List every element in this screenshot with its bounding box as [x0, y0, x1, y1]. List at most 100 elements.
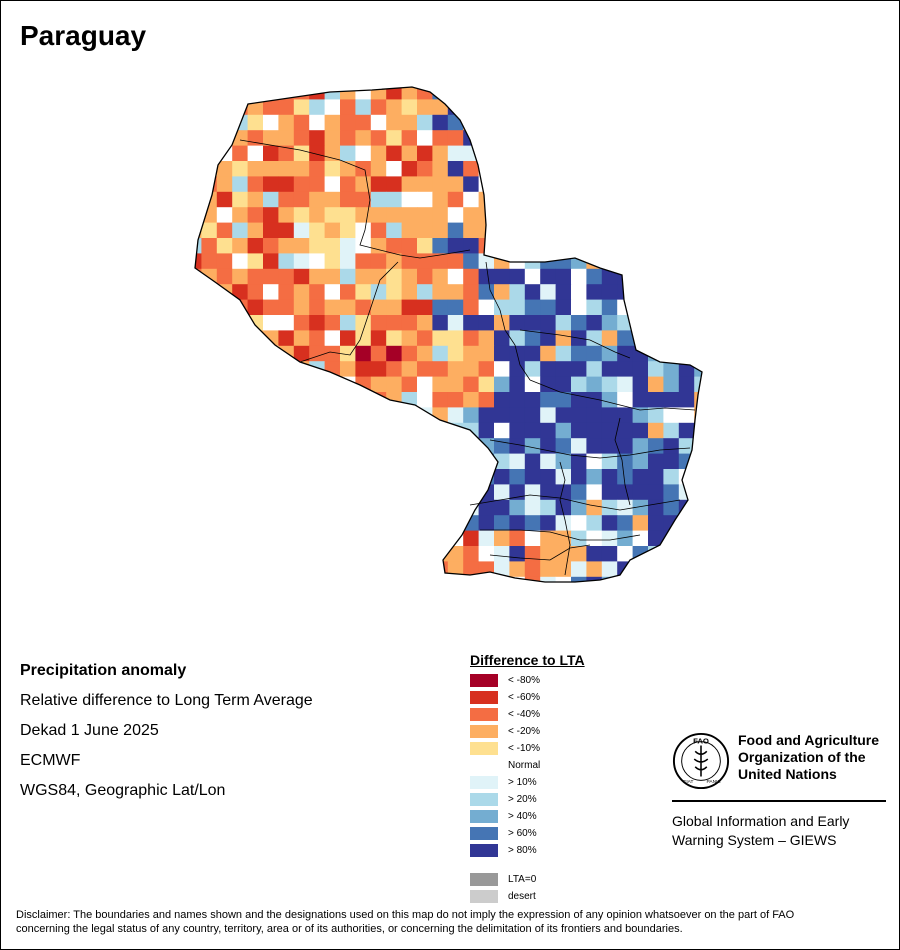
anomaly-cell	[524, 268, 541, 285]
anomaly-cell	[401, 561, 418, 578]
anomaly-cell	[216, 330, 233, 347]
anomaly-cell	[601, 561, 618, 578]
anomaly-cell	[555, 99, 572, 116]
anomaly-cell	[232, 515, 248, 531]
anomaly-cell	[293, 284, 310, 300]
anomaly-cell	[478, 130, 495, 146]
anomaly-cell	[232, 376, 248, 393]
anomaly-cell	[278, 376, 295, 393]
anomaly-cell	[263, 345, 279, 362]
anomaly-cell	[586, 469, 603, 485]
anomaly-cell	[432, 546, 449, 562]
anomaly-cell	[293, 561, 310, 578]
anomaly-cell	[494, 145, 510, 162]
giews-name: Global Information and Early Warning Sys…	[672, 812, 888, 850]
anomaly-cell	[663, 422, 680, 439]
anomaly-cell	[417, 330, 433, 347]
anomaly-cell	[201, 87, 218, 100]
anomaly-cell	[201, 330, 218, 347]
anomaly-cell	[293, 345, 310, 362]
anomaly-cell	[216, 191, 233, 208]
anomaly-cell	[632, 361, 649, 377]
anomaly-cell	[447, 207, 464, 223]
anomaly-cell	[555, 484, 572, 501]
anomaly-cell	[509, 453, 526, 470]
anomaly-cell	[417, 114, 433, 131]
anomaly-cell	[710, 392, 726, 408]
anomaly-cell	[678, 561, 695, 578]
anomaly-cell	[694, 161, 702, 177]
anomaly-cell	[555, 268, 572, 285]
anomaly-cell	[463, 376, 479, 393]
anomaly-cell	[232, 207, 248, 223]
anomaly-cell	[586, 99, 603, 116]
anomaly-cell	[663, 392, 680, 408]
anomaly-cell	[309, 484, 325, 501]
anomaly-cell	[447, 284, 464, 300]
anomaly-cell	[247, 161, 264, 177]
anomaly-cell	[278, 546, 295, 562]
legend-swatch	[470, 691, 498, 704]
anomaly-cell	[278, 176, 295, 193]
anomaly-cell	[417, 376, 433, 393]
anomaly-cell	[386, 515, 402, 531]
anomaly-cell	[247, 191, 264, 208]
anomaly-cell	[247, 407, 264, 424]
anomaly-cell	[324, 407, 341, 424]
anomaly-cell	[232, 530, 248, 547]
anomaly-cell	[571, 407, 587, 424]
anomaly-cell	[355, 207, 372, 223]
anomaly-cell	[632, 191, 649, 208]
anomaly-cell	[540, 499, 556, 516]
anomaly-cell	[340, 176, 356, 193]
department-boundary	[469, 494, 681, 511]
anomaly-cell	[324, 299, 341, 316]
anomaly-cell	[632, 114, 649, 131]
anomaly-cell	[417, 499, 433, 516]
anomaly-cell	[601, 299, 618, 316]
anomaly-cell	[432, 330, 449, 347]
anomaly-cell	[571, 315, 587, 331]
anomaly-cell	[648, 268, 664, 285]
anomaly-cell	[417, 407, 433, 424]
anomaly-cell	[432, 438, 449, 454]
anomaly-cell	[216, 530, 233, 547]
anomaly-cell	[555, 469, 572, 485]
anomaly-cell	[432, 392, 449, 408]
legend-extra-0: LTA=0	[470, 871, 650, 888]
anomaly-cell	[478, 499, 495, 516]
anomaly-cell	[478, 345, 495, 362]
anomaly-cell	[355, 130, 372, 146]
anomaly-cell	[355, 561, 372, 578]
anomaly-cell	[201, 469, 218, 485]
anomaly-cell	[263, 145, 279, 162]
anomaly-cell	[710, 269, 726, 285]
anomaly-cell	[355, 315, 372, 331]
anomaly-cell	[324, 145, 341, 162]
anomaly-cell	[370, 176, 387, 193]
anomaly-cell	[401, 345, 418, 362]
anomaly-cell	[555, 330, 572, 347]
anomaly-cell	[309, 207, 325, 223]
anomaly-cell	[247, 268, 264, 285]
anomaly-cell	[324, 130, 341, 146]
anomaly-cell	[494, 161, 510, 177]
legend-swatch	[470, 890, 498, 903]
anomaly-cell	[324, 438, 341, 454]
anomaly-cell	[494, 469, 510, 485]
anomaly-cell	[401, 546, 418, 562]
anomaly-cell	[524, 315, 541, 331]
anomaly-cell	[494, 114, 510, 131]
anomaly-cell	[201, 238, 218, 254]
anomaly-cell	[340, 345, 356, 362]
anomaly-cell	[463, 576, 479, 582]
disclaimer-line2: concerning the legal status of any count…	[16, 923, 683, 935]
anomaly-cell	[632, 176, 649, 193]
anomaly-cell	[648, 207, 664, 223]
anomaly-cell	[540, 176, 556, 193]
anomaly-cell	[555, 299, 572, 316]
anomaly-cell	[401, 145, 418, 162]
anomaly-cell	[463, 238, 479, 254]
anomaly-cell	[678, 145, 695, 162]
anomaly-cell	[293, 114, 310, 131]
